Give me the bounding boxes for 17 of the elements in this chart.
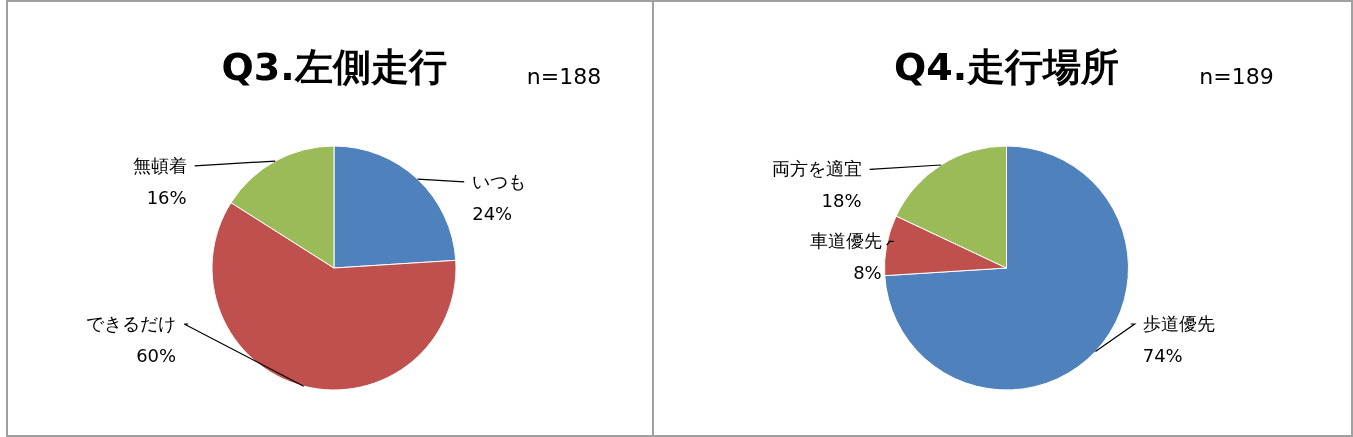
slice-label: できるだけ xyxy=(86,313,177,334)
data-label: 18% xyxy=(821,190,862,212)
chart-title: Q4.走行場所 xyxy=(893,45,1120,89)
text: n=189 xyxy=(1199,64,1274,89)
slice-label: いつも xyxy=(472,170,527,192)
pie-slice xyxy=(884,145,1129,391)
data-label: 8% xyxy=(853,262,882,284)
chart-title: Q3.左側走行 xyxy=(221,45,447,89)
slice-label: 歩道優先 xyxy=(1142,313,1215,334)
data-label: 24% xyxy=(472,202,513,224)
data-label: 16% xyxy=(146,186,187,208)
slice-label: 無頓着 xyxy=(132,154,187,176)
slice-label: 車道優先 xyxy=(809,230,882,252)
data-label: 74% xyxy=(1142,345,1183,366)
text: n=188 xyxy=(526,64,602,89)
slice-label: 両方を適宜 xyxy=(771,158,862,180)
data-label: 60% xyxy=(136,345,177,366)
